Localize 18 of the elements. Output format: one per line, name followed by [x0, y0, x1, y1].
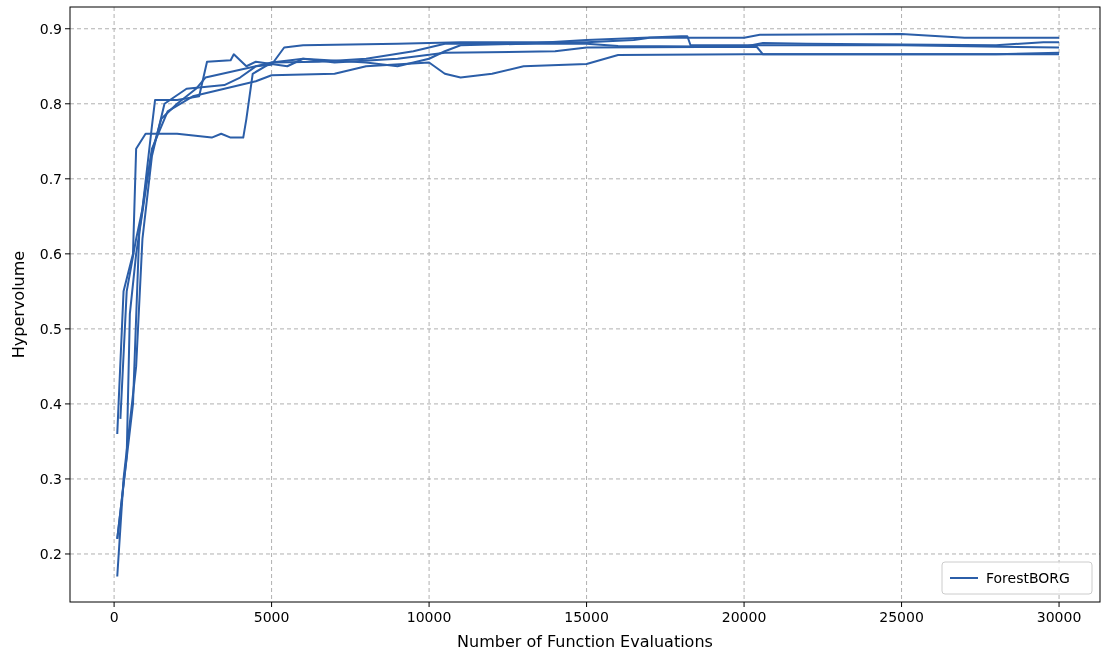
x-axis-title: Number of Function Evaluations [457, 632, 713, 651]
x-tick-label: 10000 [406, 609, 452, 625]
x-tick-label: 0 [109, 609, 119, 625]
x-tick-label: 20000 [721, 609, 767, 625]
legend-label: ForestBORG [986, 569, 1070, 586]
y-tick-label: 0.2 [39, 545, 62, 562]
y-tick-label: 0.4 [39, 395, 63, 412]
y-tick-label: 0.7 [39, 170, 62, 187]
x-tick-label: 30000 [1036, 609, 1082, 625]
x-tick-label: 15000 [564, 609, 609, 625]
y-axis-title: Hypervolume [9, 250, 28, 359]
y-tick-label: 0.9 [39, 20, 62, 37]
x-tick-label: 5000 [253, 609, 290, 625]
y-tick-label: 0.8 [39, 95, 62, 112]
y-tick-label: 0.6 [39, 245, 63, 262]
y-tick-label: 0.5 [39, 320, 62, 337]
y-tick-label: 0.3 [39, 470, 62, 487]
x-tick-label: 25000 [879, 609, 924, 625]
